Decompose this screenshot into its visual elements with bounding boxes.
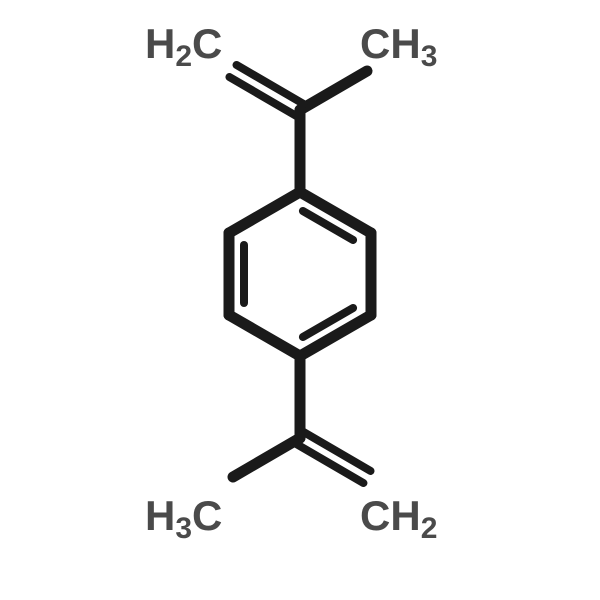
label-CH3-top-right: CH3 <box>360 20 437 73</box>
bond-topC-CH3 <box>300 71 367 110</box>
bond-botC-CH3 <box>233 438 300 477</box>
ring-bond <box>229 315 300 356</box>
molecule-diagram: H2C CH3 H3C CH2 <box>0 0 600 600</box>
label-CH2-bottom-right: CH2 <box>360 492 437 545</box>
ring-bond <box>229 192 300 233</box>
label-H2C-top-left: H2C <box>145 20 222 73</box>
label-H3C-bottom-left: H3C <box>145 492 222 545</box>
